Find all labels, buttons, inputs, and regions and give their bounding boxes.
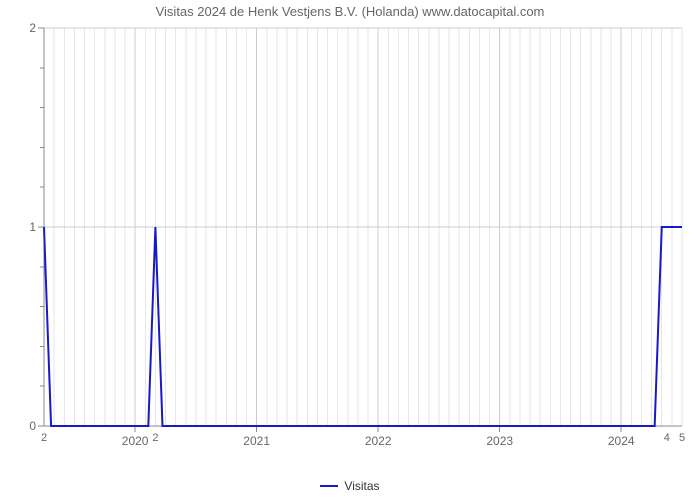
y-tick-label: 1: [18, 220, 36, 234]
x-tick-label: 2024: [608, 434, 635, 448]
data-point-label: 4: [664, 432, 670, 444]
y-tick-label: 0: [18, 419, 36, 433]
y-tick-label: 2: [18, 21, 36, 35]
legend-label: Visitas: [344, 479, 379, 493]
x-tick-label: 2022: [365, 434, 392, 448]
legend-swatch: [320, 485, 338, 487]
data-point-label: 2: [41, 432, 47, 444]
series-line: [44, 227, 682, 426]
x-tick-label: 2021: [243, 434, 270, 448]
legend: Visitas: [0, 478, 700, 493]
x-tick-label: 2023: [486, 434, 513, 448]
data-point-label: 2: [152, 432, 158, 444]
chart-container: Visitas 2024 de Henk Vestjens B.V. (Hola…: [0, 0, 700, 500]
plot-area: [44, 28, 682, 426]
x-tick-label: 2020: [122, 434, 149, 448]
data-point-label: 5: [679, 432, 685, 444]
chart-title: Visitas 2024 de Henk Vestjens B.V. (Hola…: [0, 4, 700, 19]
